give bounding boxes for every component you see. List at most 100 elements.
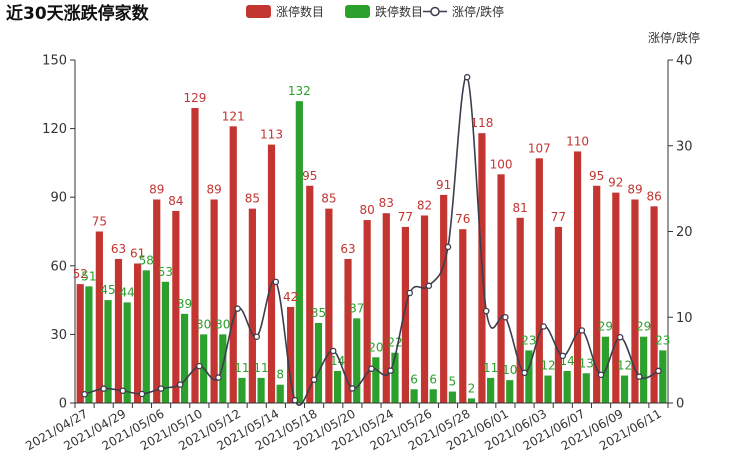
bar-up-label: 80 bbox=[360, 203, 375, 217]
bar-up[interactable] bbox=[114, 258, 123, 403]
ratio-point[interactable] bbox=[349, 385, 356, 392]
ratio-point[interactable] bbox=[578, 327, 586, 334]
left-axis: 0 30 60 90 120 150 bbox=[42, 54, 76, 412]
bar-down[interactable] bbox=[85, 286, 93, 403]
bar-up[interactable] bbox=[306, 185, 314, 403]
ratio-point[interactable] bbox=[387, 367, 394, 374]
ratio-point[interactable] bbox=[329, 347, 337, 355]
ratio-point[interactable] bbox=[196, 362, 203, 370]
bar-down[interactable] bbox=[582, 373, 590, 403]
bar-up[interactable] bbox=[363, 220, 371, 403]
bar-down[interactable] bbox=[276, 384, 284, 403]
bar-down[interactable] bbox=[161, 281, 170, 403]
bar-down[interactable] bbox=[410, 389, 418, 403]
bar-down[interactable] bbox=[104, 300, 112, 403]
bar-down[interactable] bbox=[353, 318, 361, 403]
legend-item-down[interactable]: 跌停数目 bbox=[345, 4, 423, 19]
bar-up[interactable] bbox=[420, 215, 429, 403]
legend-item-up[interactable]: 涨停数目 bbox=[246, 4, 324, 19]
bar-up[interactable] bbox=[535, 158, 543, 403]
bar-up[interactable] bbox=[210, 199, 218, 403]
bar-down[interactable] bbox=[563, 370, 571, 403]
bar-down[interactable] bbox=[238, 377, 246, 403]
bar-up[interactable] bbox=[612, 192, 620, 403]
ratio-point[interactable] bbox=[310, 376, 318, 384]
bar-up[interactable] bbox=[497, 174, 505, 403]
bar-down[interactable] bbox=[333, 370, 342, 403]
bar-down[interactable] bbox=[142, 270, 150, 403]
bar-up-label: 52 bbox=[73, 267, 88, 281]
bar-up-label: 121 bbox=[222, 109, 245, 123]
ratio-point[interactable] bbox=[234, 305, 241, 312]
bar-up[interactable] bbox=[631, 199, 639, 403]
ratio-point[interactable] bbox=[157, 385, 165, 392]
ratio-point[interactable] bbox=[176, 381, 184, 388]
ratio-point[interactable] bbox=[597, 371, 605, 379]
ratio-point[interactable] bbox=[559, 352, 567, 360]
ratio-point[interactable] bbox=[100, 385, 107, 392]
ratio-point[interactable] bbox=[636, 373, 643, 380]
bar-up[interactable] bbox=[401, 226, 410, 403]
ratio-point[interactable] bbox=[406, 289, 414, 297]
bar-down-label: 11 bbox=[253, 361, 268, 375]
bar-down[interactable] bbox=[544, 375, 552, 403]
ratio-point[interactable] bbox=[253, 333, 260, 340]
bar-up[interactable] bbox=[516, 217, 524, 403]
ratio-point[interactable] bbox=[272, 278, 280, 286]
left-axis-tick-label: 120 bbox=[42, 122, 67, 137]
ratio-point[interactable] bbox=[463, 73, 471, 81]
bar-down[interactable] bbox=[372, 357, 380, 403]
bar-down[interactable] bbox=[620, 375, 629, 403]
bar-up[interactable] bbox=[382, 213, 390, 403]
bar-up[interactable] bbox=[76, 284, 84, 403]
ratio-point[interactable] bbox=[444, 243, 452, 251]
ratio-point[interactable] bbox=[215, 374, 222, 381]
bar-up[interactable] bbox=[344, 258, 352, 403]
bar-down[interactable] bbox=[659, 350, 667, 403]
ratio-point[interactable] bbox=[655, 367, 662, 375]
ratio-point[interactable] bbox=[291, 397, 299, 404]
bar-down[interactable] bbox=[525, 350, 533, 403]
bar-up[interactable] bbox=[440, 194, 448, 403]
bar-down[interactable] bbox=[640, 336, 648, 403]
bar-up[interactable] bbox=[95, 231, 103, 404]
bar-down[interactable] bbox=[506, 380, 514, 403]
ratio-point[interactable] bbox=[81, 391, 88, 398]
ratio-point[interactable] bbox=[138, 390, 146, 398]
ratio-point[interactable] bbox=[368, 365, 375, 372]
bar-down[interactable] bbox=[487, 377, 495, 403]
bar-up[interactable] bbox=[325, 208, 333, 403]
ratio-point[interactable] bbox=[119, 387, 127, 394]
bar-up[interactable] bbox=[248, 208, 256, 403]
bar-up[interactable] bbox=[191, 108, 199, 404]
bar-up-label: 42 bbox=[283, 290, 298, 304]
bar-down[interactable] bbox=[180, 313, 189, 403]
bar-down[interactable] bbox=[257, 377, 265, 403]
bar-up[interactable] bbox=[134, 263, 142, 403]
bar-down[interactable] bbox=[123, 302, 131, 403]
bar-up[interactable] bbox=[287, 306, 295, 403]
bar-down[interactable] bbox=[314, 322, 323, 403]
bar-down[interactable] bbox=[448, 391, 456, 403]
bar-up[interactable] bbox=[267, 144, 276, 403]
bar-up[interactable] bbox=[573, 151, 582, 403]
ratio-point[interactable] bbox=[616, 333, 624, 341]
bar-up[interactable] bbox=[229, 126, 237, 404]
bar-up[interactable] bbox=[153, 199, 161, 403]
bar-down[interactable] bbox=[219, 334, 227, 403]
bar-up[interactable] bbox=[593, 185, 601, 403]
ratio-point[interactable] bbox=[540, 323, 547, 330]
bar-down[interactable] bbox=[295, 101, 303, 403]
ratio-point[interactable] bbox=[425, 282, 433, 290]
bar-up[interactable] bbox=[459, 229, 467, 403]
ratio-point[interactable] bbox=[483, 307, 490, 315]
bar-down[interactable] bbox=[391, 352, 399, 403]
ratio-point[interactable] bbox=[521, 369, 528, 377]
ratio-point[interactable] bbox=[502, 313, 509, 321]
bar-down[interactable] bbox=[429, 389, 437, 403]
bar-up[interactable] bbox=[172, 210, 180, 403]
bar-down[interactable] bbox=[467, 398, 476, 403]
bar-up[interactable] bbox=[554, 226, 563, 403]
legend-item-ratio[interactable]: 涨停/跌停 bbox=[423, 4, 504, 19]
bar-up[interactable] bbox=[650, 206, 658, 403]
